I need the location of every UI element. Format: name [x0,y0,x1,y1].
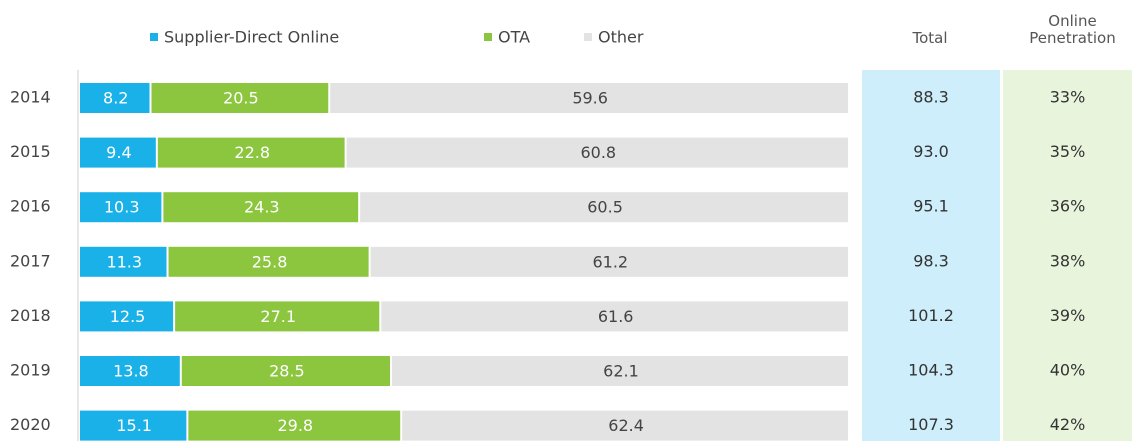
data-label: 9.4 [106,143,131,162]
legend-label: Other [598,28,644,47]
column-header: Online Penetration [1029,12,1116,47]
bar-segment [151,83,329,113]
legend-swatch [584,33,592,41]
column-header: Total [912,29,948,47]
y-tick-label: 2018 [10,306,51,325]
bar-segment [80,83,150,113]
bar-segment [181,356,390,386]
data-label: 10.3 [104,198,140,217]
legend-swatch [150,33,158,41]
bar-segment [381,301,848,332]
bar-segment [346,137,848,168]
table-cell: 95.1 [913,197,949,216]
bar-segment [188,410,401,441]
data-label: 15.1 [116,416,152,435]
table-cell: 36% [1050,197,1086,216]
y-tick-label: 2016 [10,197,51,216]
data-label: 60.5 [587,198,623,217]
data-label: 24.3 [244,198,280,217]
table-cell: 93.0 [913,142,949,161]
bar-segment [402,410,848,441]
bar-segment [80,301,174,332]
bar-segment [80,246,167,277]
data-label: 13.8 [113,362,149,381]
table-cell: 35% [1050,142,1086,161]
data-label: 12.5 [110,307,146,326]
y-tick-label: 2017 [10,251,51,270]
bar-segment [80,410,187,441]
bar-segment [330,83,848,113]
bar-segment [157,137,345,168]
data-label: 8.2 [103,89,128,108]
data-label: 25.8 [252,252,288,271]
table-cell: 42% [1050,415,1086,434]
bar-segment [370,246,848,277]
data-label: 20.5 [223,89,259,108]
table-cell: 38% [1050,251,1086,270]
table-cell: 98.3 [913,251,949,270]
data-label: 28.5 [269,362,305,381]
data-label: 60.8 [580,143,616,162]
data-label: 61.2 [592,252,628,271]
data-label: 22.8 [234,143,270,162]
bar-segment [80,192,162,223]
y-tick-label: 2019 [10,361,51,380]
table-cell: 40% [1050,361,1086,380]
column-background [1003,70,1132,441]
bar-segment [360,192,848,223]
bar-segment [80,356,180,386]
data-label: 11.3 [106,252,142,271]
data-label: 61.6 [598,307,634,326]
bar-segment [175,301,380,332]
y-tick-label: 2014 [10,88,51,107]
bar-segment [163,192,359,223]
legend-swatch [484,33,492,41]
table-cell: 104.3 [908,361,954,380]
data-label: 62.4 [608,416,644,435]
bar-segment [168,246,369,277]
bar-segment [80,137,156,168]
legend-label: OTA [498,28,530,47]
y-tick-label: 2015 [10,142,51,161]
data-label: 29.8 [277,416,313,435]
table-cell: 101.2 [908,306,954,325]
table-cell: 88.3 [913,88,949,107]
column-background [862,70,1000,441]
data-label: 62.1 [603,362,639,381]
data-label: 27.1 [260,307,296,326]
y-tick-label: 2020 [10,415,51,434]
table-cell: 107.3 [908,415,954,434]
bar-segment [391,356,848,386]
table-cell: 39% [1050,306,1086,325]
legend-label: Supplier-Direct Online [164,28,339,47]
data-label: 59.6 [572,89,608,108]
table-cell: 33% [1050,88,1086,107]
